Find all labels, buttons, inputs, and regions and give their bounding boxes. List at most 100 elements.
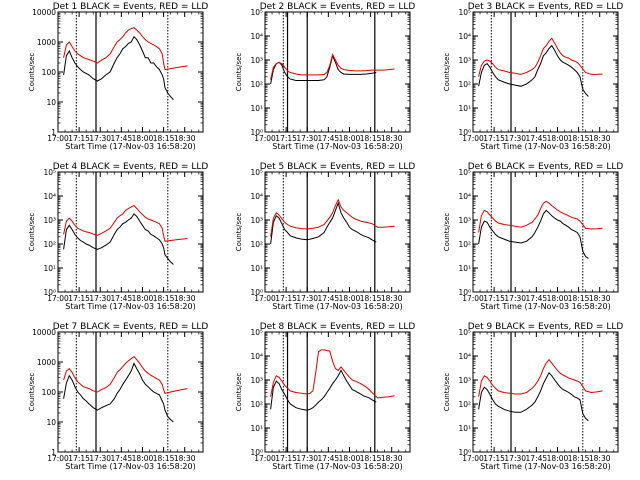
series-line-events [478, 44, 589, 97]
y-tick-label: 10⁵ [43, 168, 56, 177]
x-axis-label: Start Time (17-Nov-03 16:58:20) [480, 462, 610, 471]
y-tick-label: 10³ [43, 216, 56, 225]
x-tick-label: 17:30 [89, 294, 111, 303]
x-tick-label: 17:00 [462, 134, 484, 143]
y-tick-label: 10¹ [43, 264, 56, 273]
panel-title: Det 8 BLACK = Events, RED = LLD [260, 322, 416, 332]
y-tick-label: 10⁰ [43, 288, 56, 297]
x-tick-label: 17:00 [254, 294, 276, 303]
x-tick-label: 17:00 [254, 454, 276, 463]
plot-frame [472, 331, 619, 453]
y-tick-label: 1 [51, 448, 56, 457]
plot-frame [57, 171, 204, 293]
series-line-lld [270, 349, 395, 399]
series-group [270, 198, 395, 245]
y-tick-label: 1000 [37, 38, 56, 47]
x-tick-label: 17:30 [89, 454, 111, 463]
series-line-lld [478, 200, 603, 233]
x-tick-label: 18:00 [132, 294, 154, 303]
series-group [270, 53, 395, 85]
x-tick-label: 18:00 [339, 134, 361, 143]
panel-det-5: Det 5 BLACK = Events, RED = LLD 10⁰ 10¹ 10²… [235, 162, 415, 311]
x-tick-label: 18:30 [174, 294, 196, 303]
y-tick-label: 10⁴ [250, 352, 263, 361]
series-line-events [270, 369, 377, 411]
x-tick-label: 18:00 [132, 134, 154, 143]
x-tick-label: 17:45 [526, 454, 548, 463]
x-tick-label: 18:15 [153, 294, 175, 303]
x-axis-label: Start Time (17-Nov-03 16:58:20) [480, 302, 610, 311]
x-tick-label: 18:30 [381, 294, 403, 303]
x-tick-label: 17:00 [462, 454, 484, 463]
y-tick-label: 10⁵ [250, 168, 263, 177]
plot-frame [57, 331, 204, 453]
y-tick-label: 10⁰ [458, 448, 471, 457]
x-tick-label: 17:00 [47, 454, 69, 463]
y-tick-label: 10² [250, 400, 263, 409]
x-axis-label: Start Time (17-Nov-03 16:58:20) [480, 142, 610, 151]
panel-title: Det 3 BLACK = Events, RED = LLD [468, 2, 624, 12]
panel-title: Det 6 BLACK = Events, RED = LLD [468, 162, 624, 172]
y-tick-label: 10⁰ [250, 448, 263, 457]
y-tick-label: 100 [42, 68, 57, 77]
panel-det-3: Det 3 BLACK = Events, RED = LLD 10⁰ 10¹ 10²… [443, 2, 623, 151]
x-tick-label: 18:00 [132, 454, 154, 463]
x-tick-label: 18:00 [547, 454, 569, 463]
y-axis-label: Counts/sec [28, 373, 36, 412]
y-tick-label: 10⁰ [458, 128, 471, 137]
x-tick-label: 17:30 [296, 454, 318, 463]
x-tick-label: 17:15 [68, 454, 90, 463]
y-tick-label: 10² [458, 240, 471, 249]
x-tick-label: 17:30 [504, 134, 526, 143]
y-tick-label: 10⁰ [250, 288, 263, 297]
y-tick-label: 10¹ [250, 104, 263, 113]
x-tick-label: 18:15 [568, 454, 590, 463]
y-tick-label: 100 [42, 388, 57, 397]
y-tick-label: 10⁵ [250, 328, 263, 337]
y-tick-label: 10⁴ [458, 352, 471, 361]
y-axis-label: Counts/sec [28, 213, 36, 252]
y-tick-label: 10³ [250, 216, 263, 225]
y-axis-label: Counts/sec [443, 213, 451, 252]
panel-title: Det 4 BLACK = Events, RED = LLD [53, 162, 209, 172]
x-tick-label: 17:45 [526, 134, 548, 143]
x-tick-label: 17:00 [254, 134, 276, 143]
x-tick-label: 17:45 [526, 294, 548, 303]
x-tick-label: 18:30 [174, 134, 196, 143]
series-group [478, 200, 603, 259]
y-tick-label: 10⁵ [458, 8, 471, 17]
x-tick-label: 17:45 [318, 454, 340, 463]
y-tick-label: 10² [458, 400, 471, 409]
x-tick-label: 17:00 [47, 294, 69, 303]
x-tick-label: 18:15 [360, 454, 382, 463]
x-axis-label: Start Time (17-Nov-03 16:58:20) [272, 142, 402, 151]
x-tick-label: 17:15 [483, 294, 505, 303]
x-tick-label: 17:15 [275, 294, 297, 303]
x-tick-label: 18:30 [381, 134, 403, 143]
x-tick-label: 18:15 [153, 134, 175, 143]
x-tick-label: 17:15 [68, 294, 90, 303]
panel-det-4: Det 4 BLACK = Events, RED = LLD 10⁰ 10¹ 10²… [28, 162, 208, 311]
plot-frame [57, 11, 204, 133]
series-line-events [478, 209, 589, 259]
y-tick-label: 10¹ [458, 264, 471, 273]
panel-det-8: Det 8 BLACK = Events, RED = LLD 10⁰ 10¹ 10²… [235, 322, 415, 471]
x-tick-label: 17:30 [296, 134, 318, 143]
panel-det-7: Det 7 BLACK = Events, RED = LLD 1 10 100 100… [28, 322, 208, 471]
y-axis-label: Counts/sec [28, 53, 36, 92]
series-line-lld [478, 358, 603, 397]
panel-det-6: Det 6 BLACK = Events, RED = LLD 10⁰ 10¹ 10²… [443, 162, 623, 311]
y-tick-label: 1 [51, 128, 56, 137]
x-axis-label: Start Time (17-Nov-03 16:58:20) [272, 462, 402, 471]
y-tick-label: 10¹ [458, 424, 471, 433]
x-tick-label: 17:30 [504, 454, 526, 463]
x-tick-label: 18:15 [360, 294, 382, 303]
x-tick-label: 17:45 [111, 454, 133, 463]
panel-det-2: Det 2 BLACK = Events, RED = LLD 10⁰ 10¹ 10²… [235, 2, 415, 151]
x-tick-label: 17:30 [296, 294, 318, 303]
y-tick-label: 10 [46, 418, 56, 427]
y-tick-label: 10³ [458, 216, 471, 225]
x-tick-label: 17:15 [275, 454, 297, 463]
x-tick-label: 17:15 [483, 454, 505, 463]
x-tick-label: 18:30 [589, 134, 611, 143]
